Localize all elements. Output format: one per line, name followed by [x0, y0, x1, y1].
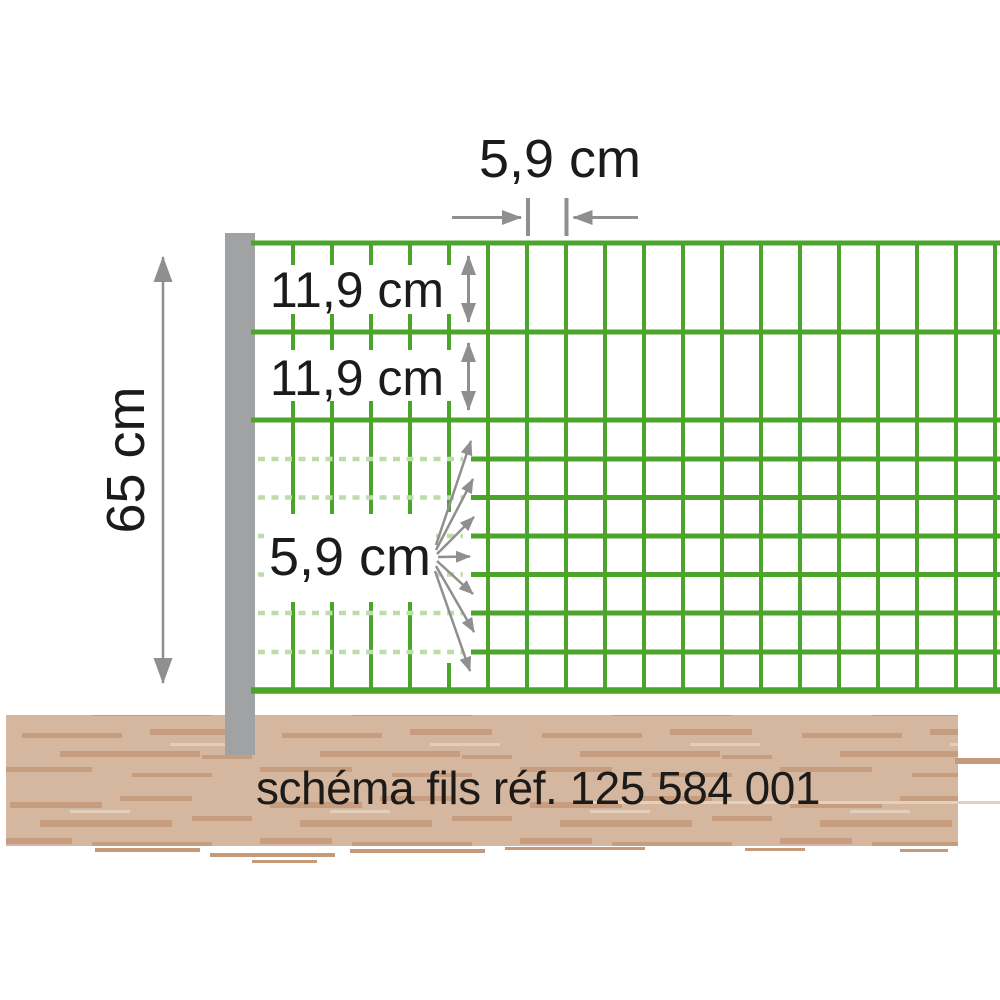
fence-height-label: 65 cm: [96, 386, 156, 534]
fence-wires: [251, 240, 1000, 694]
row-gap-2-label: 11,9 cm: [269, 350, 445, 406]
top-spacing-label: 5,9 cm: [478, 129, 642, 189]
bottom-spacing-label: 5,9 cm: [264, 514, 436, 602]
caption-text: schéma fils réf. 125 584 001: [256, 762, 820, 814]
ground: [6, 715, 1000, 863]
row-gap-1-label: 11,9 cm: [269, 262, 445, 318]
ground-texture: [6, 715, 958, 846]
fence-post: [225, 233, 255, 755]
